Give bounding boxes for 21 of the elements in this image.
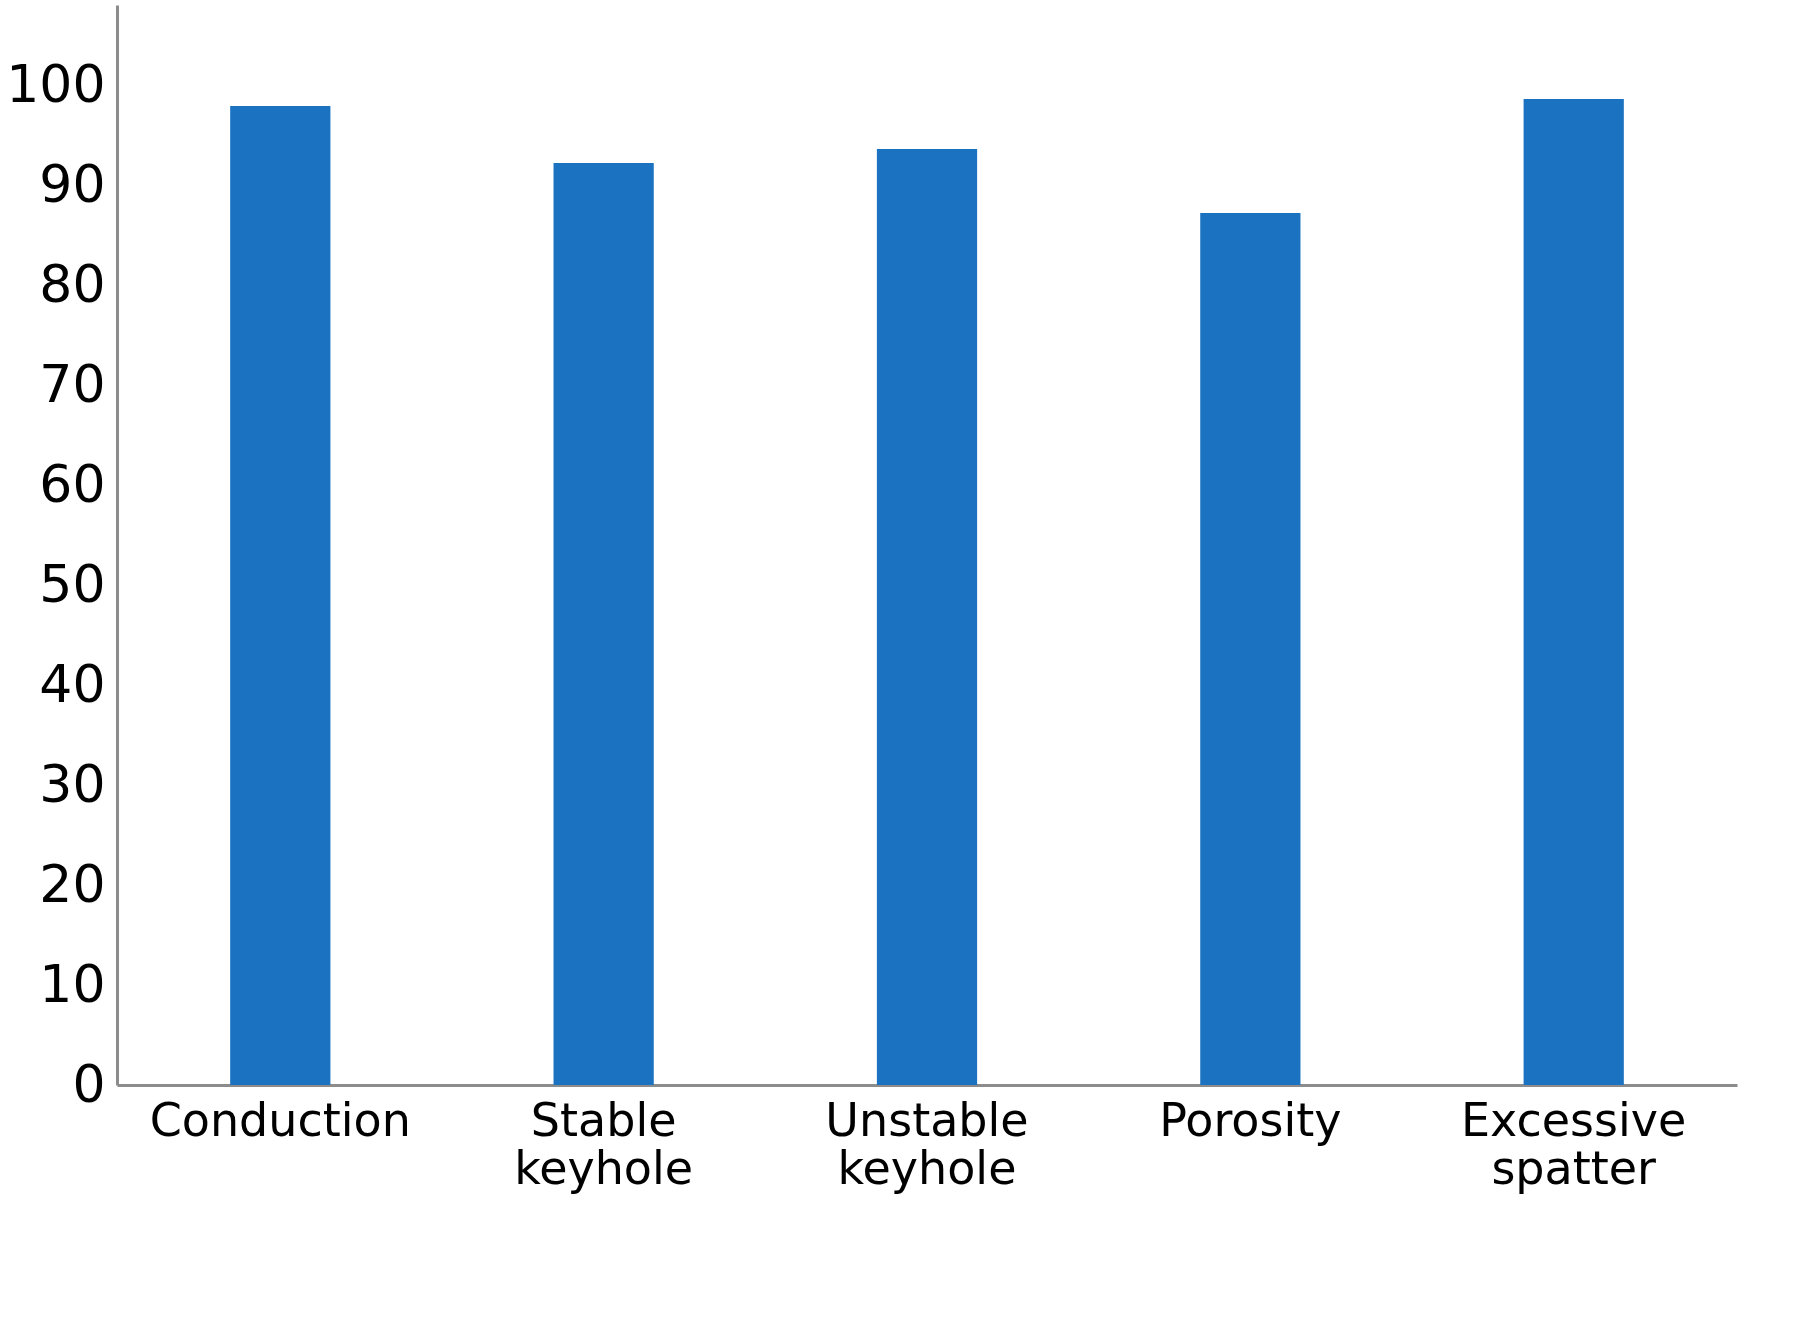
y-tick-label: 60 xyxy=(39,453,106,514)
x-tick-label: Excessive spatter xyxy=(1461,1092,1687,1195)
bar xyxy=(876,149,978,1085)
y-tick-label: 70 xyxy=(39,353,106,414)
bar xyxy=(1523,99,1624,1085)
x-tick-label: Unstable keyhole xyxy=(825,1092,1029,1195)
bar xyxy=(230,106,331,1085)
y-tick-label: 0 xyxy=(72,1053,106,1114)
y-tick-label: 50 xyxy=(39,553,106,614)
y-tick-label: 90 xyxy=(39,153,106,214)
y-tick-label: 20 xyxy=(39,853,106,914)
bar xyxy=(1200,213,1301,1085)
x-tick-label: Stable keyhole xyxy=(514,1092,694,1195)
y-tick-label: 40 xyxy=(39,653,106,714)
y-tick-label: 100 xyxy=(6,53,106,114)
y-tick-label: 30 xyxy=(39,753,106,814)
y-tick-label: 10 xyxy=(39,953,106,1014)
y-tick-label: 80 xyxy=(39,253,106,314)
x-tick-label: Conduction xyxy=(149,1092,411,1147)
bar xyxy=(553,163,654,1085)
x-tick-label: Porosity xyxy=(1159,1092,1342,1147)
